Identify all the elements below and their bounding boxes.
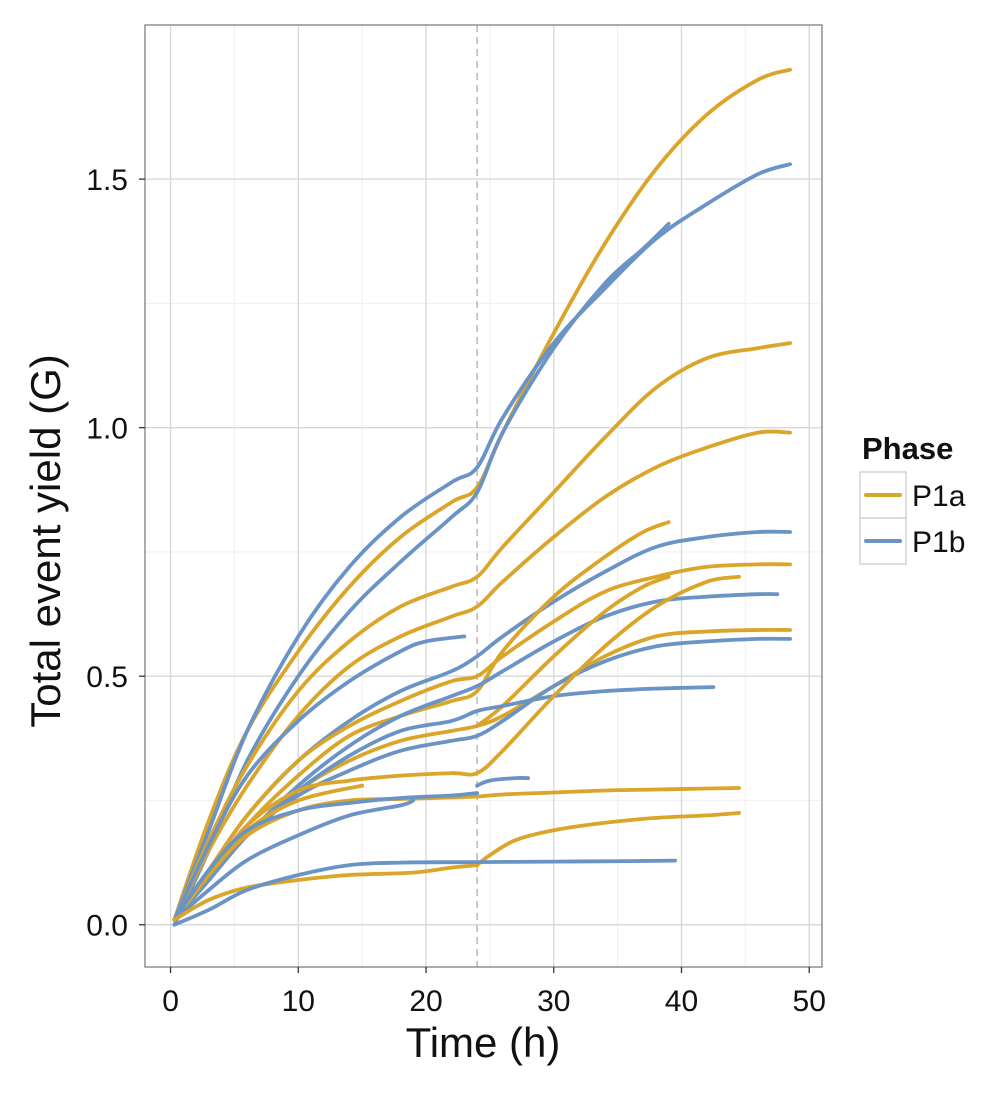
series-line-p1b-2	[172, 162, 792, 922]
x-tick-label: 40	[665, 985, 698, 1018]
y-tick-label: 0.5	[86, 661, 128, 694]
y-axis-ticks: 0.0 0.5 1.0 1.5	[86, 164, 145, 943]
series-line-p1b-20	[172, 798, 416, 922]
legend-label-p1b: P1b	[912, 526, 965, 559]
x-tick-label: 20	[409, 985, 442, 1018]
legend-label-p1a: P1a	[912, 480, 966, 513]
series-line-p1b-19	[172, 791, 479, 922]
x-tick-label: 0	[162, 985, 179, 1018]
series-line-p1b-3	[172, 221, 671, 927]
series-line-p1b-17	[475, 776, 531, 788]
series-line-p1a-5	[172, 429, 792, 922]
series-lines	[172, 67, 792, 927]
series-line-p1a-18	[172, 786, 741, 922]
x-tick-label: 50	[793, 985, 826, 1018]
x-axis-title: Time (h)	[406, 1019, 561, 1066]
series-line-p1a-21	[475, 811, 741, 867]
y-tick-label: 1.5	[86, 164, 128, 197]
x-tick-label: 10	[282, 985, 315, 1018]
y-axis-title: Total event yield (G)	[22, 354, 69, 728]
series-line-p1b-23	[172, 858, 677, 927]
series-line-p1a-16	[172, 574, 741, 922]
plot-panel-border	[144, 24, 823, 968]
legend: Phase P1a P1b	[859, 431, 966, 565]
x-tick-label: 30	[537, 985, 570, 1018]
series-line-p1b-7	[172, 634, 467, 922]
y-tick-label: 0.0	[86, 910, 128, 943]
series-line-p1a-8	[172, 562, 792, 922]
y-tick-label: 1.0	[86, 413, 128, 446]
legend-title: Phase	[862, 431, 953, 466]
x-axis-ticks: 0 10 20 30 40 50	[162, 967, 826, 1018]
series-line-p1a-4	[172, 341, 792, 922]
series-line-p1a-22	[172, 863, 479, 922]
